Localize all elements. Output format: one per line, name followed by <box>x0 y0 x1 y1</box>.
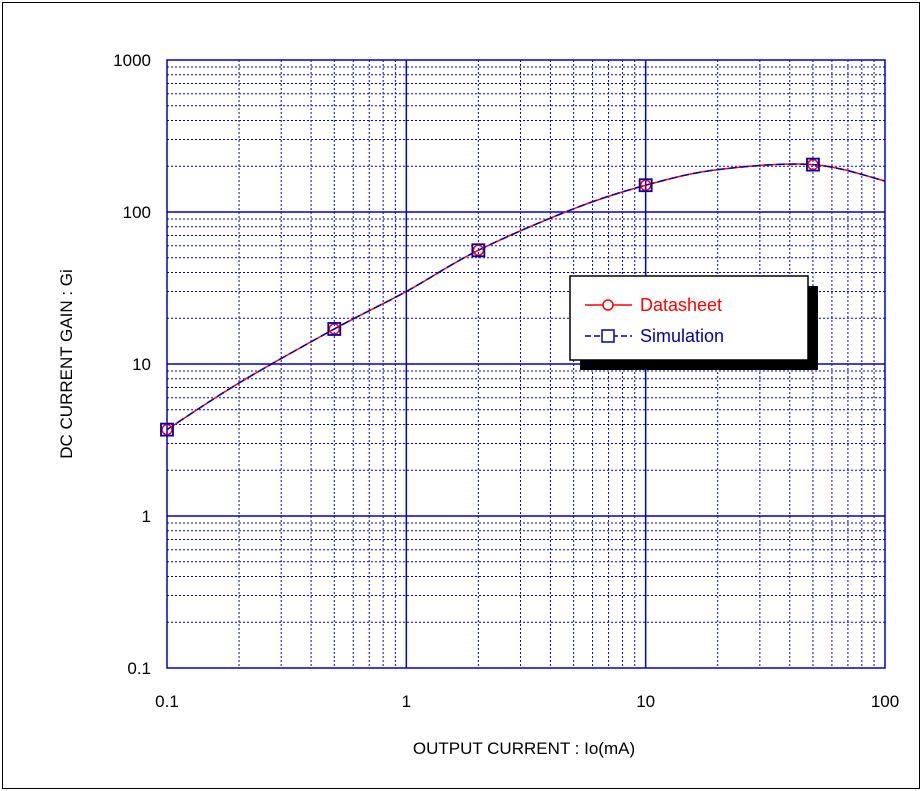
simulation-point <box>471 243 486 258</box>
legend-marker-simulation <box>601 329 615 343</box>
y-tick-label: 0.1 <box>127 659 151 678</box>
y-tick-label: 1000 <box>113 51 151 70</box>
series-line-simulation <box>166 163 886 431</box>
x-tick-label: 10 <box>636 692 655 711</box>
datasheet-point <box>328 323 341 335</box>
x-tick-label: 1 <box>402 692 411 711</box>
y-tick-label: 10 <box>132 355 151 374</box>
legend-label-simulation: Simulation <box>640 326 724 346</box>
simulation-point <box>327 322 342 336</box>
series-layer <box>160 157 886 437</box>
x-tick-label: 100 <box>871 692 899 711</box>
datasheet-point <box>161 423 173 436</box>
legend-marker-datasheet <box>602 299 614 311</box>
legend-box <box>569 275 809 361</box>
x-axis-title: OUTPUT CURRENT : Io(mA) <box>413 739 635 758</box>
y-tick-label: 100 <box>123 203 151 222</box>
simulation-point <box>160 422 174 437</box>
x-tick-label: 0.1 <box>155 692 179 711</box>
datasheet-point <box>472 244 485 257</box>
simulation-point <box>638 178 653 193</box>
tick-labels: 0.1 1 10 100 0.1 1 10 100 1000 <box>113 51 899 711</box>
datasheet-point <box>807 158 819 171</box>
legend-label-datasheet: Datasheet <box>640 295 722 315</box>
datasheet-point <box>639 179 652 191</box>
y-axis-title: DC CURRENT GAIN : Gi <box>57 269 76 459</box>
plot-area-border <box>166 59 886 669</box>
legend: Datasheet Simulation <box>569 275 818 370</box>
y-tick-label: 1 <box>142 507 151 526</box>
simulation-point <box>806 157 820 172</box>
